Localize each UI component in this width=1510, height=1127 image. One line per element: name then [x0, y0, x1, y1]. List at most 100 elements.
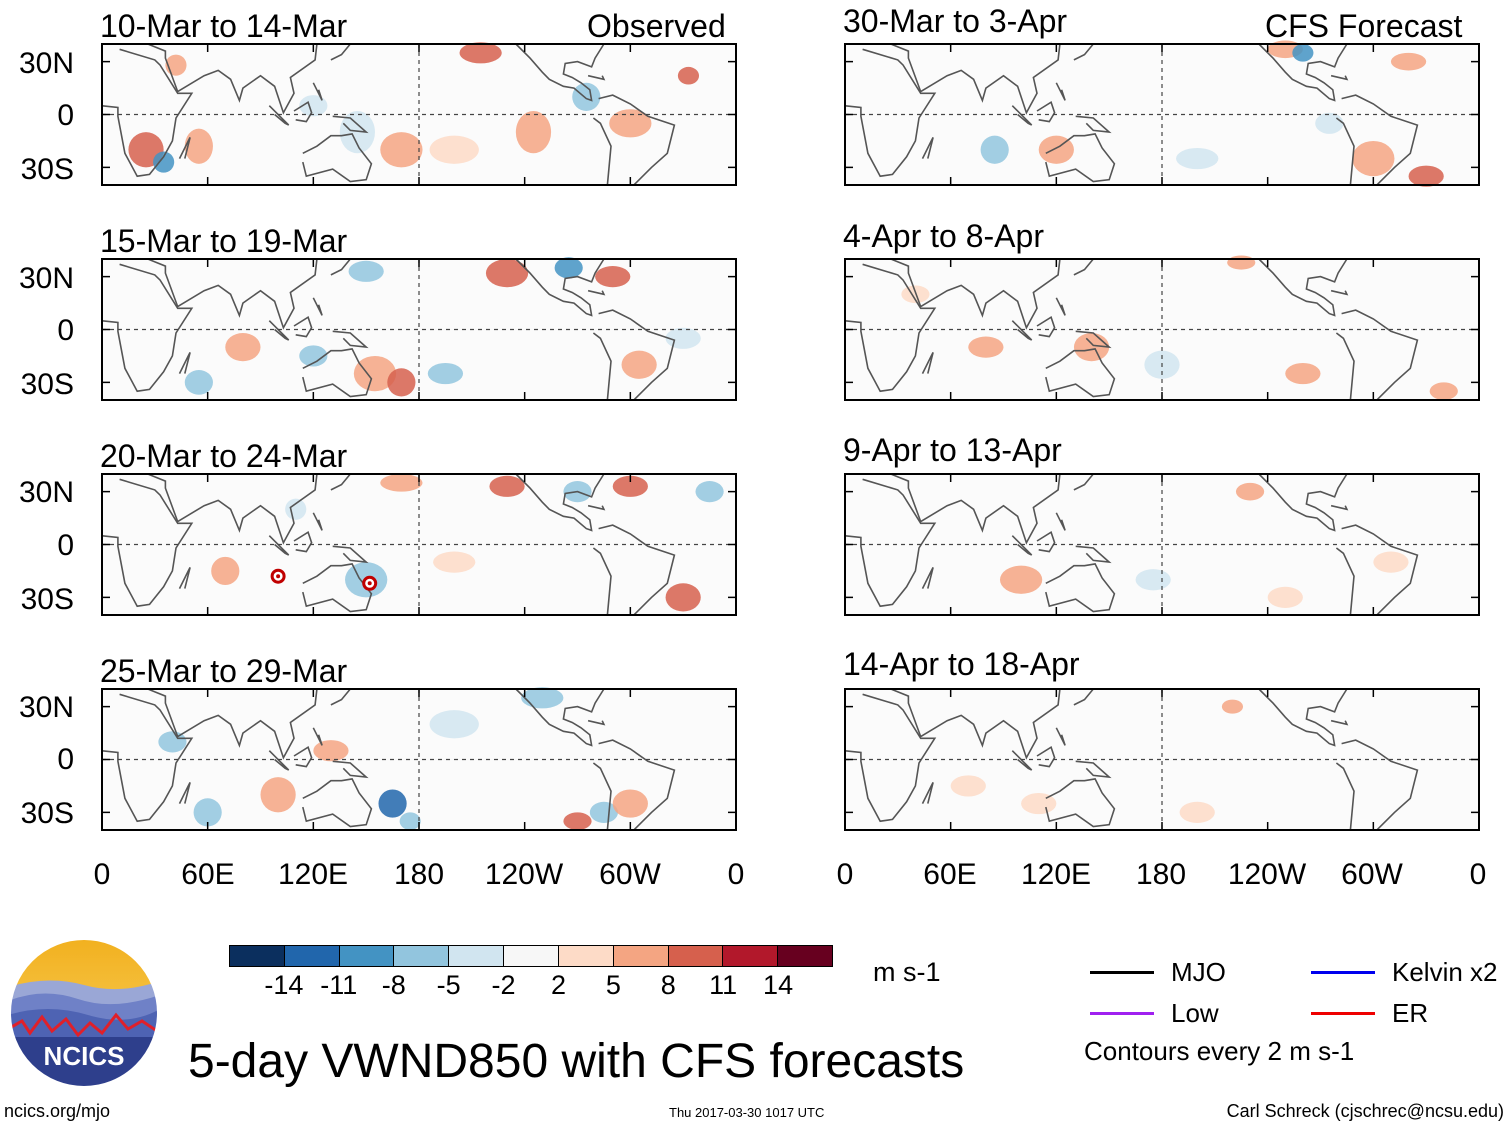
wind-anomaly-patch — [1235, 482, 1265, 501]
tropical-cyclone-icon — [362, 575, 378, 591]
panel-frame — [101, 43, 737, 186]
coastline — [1258, 43, 1348, 102]
coastline — [330, 473, 351, 491]
wind-anomaly-patch — [999, 565, 1043, 594]
colorbar-swatch — [778, 946, 832, 966]
coastline — [293, 530, 313, 553]
coastline — [332, 330, 369, 349]
map-panel — [844, 255, 1480, 401]
y-tick-label: 30S — [20, 153, 74, 186]
coastline — [312, 512, 323, 531]
panel-frame — [844, 258, 1480, 401]
wind-anomaly-patch — [285, 498, 307, 520]
colorbar-swatch — [339, 946, 395, 966]
wind-anomaly-patch — [1408, 165, 1444, 187]
coastline — [302, 348, 373, 398]
wind-anomaly-patch — [980, 135, 1009, 164]
legend-line-kelvin — [1311, 971, 1375, 974]
wind-anomaly-patch — [387, 368, 416, 397]
coastline — [1335, 739, 1419, 831]
colorbar-tick-label: 11 — [709, 970, 738, 1000]
wind-anomaly-patch — [427, 362, 464, 385]
colorbar-tick-label: -2 — [491, 970, 516, 1000]
colorbar-swatch — [394, 946, 450, 966]
coastline — [921, 567, 934, 589]
colorbar-swatch — [723, 946, 779, 966]
coastline — [102, 43, 318, 115]
wind-anomaly-patch — [339, 110, 375, 154]
wind-anomaly-patch — [260, 777, 296, 813]
coastline — [101, 48, 194, 178]
wind-anomaly-patch — [184, 128, 213, 164]
wind-anomaly-patch — [1285, 362, 1321, 385]
coastline — [844, 693, 937, 823]
panel-frame — [844, 473, 1480, 616]
panel-frame — [101, 473, 737, 616]
coastline — [102, 473, 318, 545]
wind-anomaly-patch — [1429, 382, 1458, 400]
panel-frame — [844, 43, 1480, 186]
wind-anomaly-patch — [665, 583, 701, 612]
wind-anomaly-patch — [429, 135, 479, 164]
wind-anomaly-patch — [225, 333, 261, 362]
wind-anomaly-patch — [515, 110, 552, 154]
coastline — [515, 688, 605, 747]
website-link[interactable]: ncics.org/mjo — [4, 1101, 111, 1121]
y-tick-label: 30S — [20, 797, 74, 830]
map-panel — [101, 473, 737, 616]
coastline — [1045, 348, 1116, 398]
coastline — [845, 258, 1061, 330]
wind-anomaly-patch — [193, 798, 222, 827]
coastline — [592, 524, 676, 616]
coastline — [312, 297, 323, 316]
contour-note: Contours every 2 m s-1 — [1084, 1036, 1355, 1066]
coastline — [178, 782, 191, 804]
x-tick-label: 0 — [93, 858, 111, 891]
x-tick-label: 0 — [1469, 858, 1487, 891]
coastline — [178, 352, 191, 374]
wind-anomaly-patch — [429, 710, 479, 739]
wind-anomaly-patch — [485, 259, 529, 288]
y-tick-label: 30N — [18, 47, 74, 80]
wind-anomaly-patch — [968, 336, 1004, 358]
coastline — [1330, 719, 1349, 726]
legend-line-er — [1311, 1012, 1375, 1015]
coastline — [1036, 100, 1056, 123]
panel-title: 14-Apr to 18-Apr — [843, 646, 1080, 682]
cyclone-eye — [367, 581, 372, 586]
coastline — [592, 94, 676, 186]
coastline — [302, 133, 373, 183]
wind-anomaly-patch — [459, 42, 502, 64]
observed-label: Observed — [587, 8, 726, 44]
panel-frame — [101, 258, 737, 401]
wind-anomaly-patch — [353, 355, 397, 392]
tropical-cyclone-icon — [270, 568, 286, 584]
y-tick-label: 30S — [20, 368, 74, 401]
y-tick-label: 30N — [18, 691, 74, 724]
coastline — [1036, 745, 1056, 768]
map-panel — [101, 42, 737, 186]
panel-frame — [844, 688, 1480, 831]
wind-anomaly-patch — [184, 370, 213, 395]
coastline — [1073, 43, 1094, 61]
coastline — [1055, 82, 1066, 101]
wind-anomaly-patch — [1390, 52, 1427, 71]
map-panel — [844, 40, 1480, 187]
panel-title: 4-Apr to 8-Apr — [843, 218, 1044, 254]
coastline — [1258, 258, 1348, 317]
x-tick-label: 180 — [393, 858, 445, 891]
coastline — [1258, 688, 1348, 747]
coastline — [515, 258, 605, 317]
coastline — [268, 750, 290, 771]
coastline — [592, 739, 676, 831]
coastline — [102, 258, 318, 330]
coastline — [1075, 115, 1112, 134]
colorbar-tick-label: -5 — [436, 970, 461, 1000]
colorbar-tick-label: 8 — [660, 970, 676, 1000]
wind-anomaly-patch — [695, 481, 724, 503]
coastline — [293, 315, 313, 338]
x-tick-label: 60W — [1341, 858, 1403, 891]
legend-label: MJO — [1171, 957, 1226, 987]
coastline — [1335, 309, 1419, 401]
colorbar-swatch — [668, 946, 724, 966]
